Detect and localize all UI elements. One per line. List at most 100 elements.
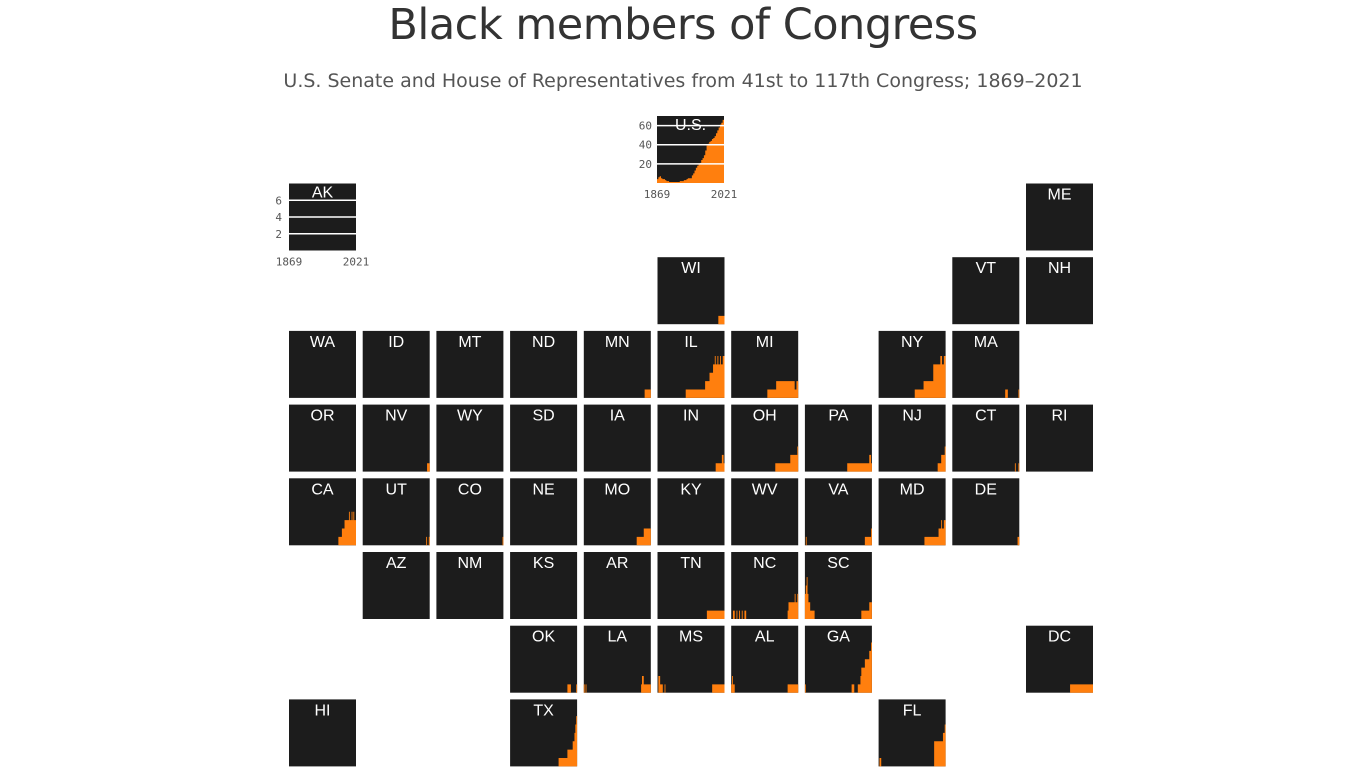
ne-tile-background <box>510 478 578 546</box>
mo-tile-background <box>583 478 651 546</box>
ga-tile-label: GA <box>827 629 850 646</box>
il-tile-label: IL <box>684 334 697 351</box>
state-tile-ca: CA <box>289 478 356 546</box>
co-tile-label: CO <box>458 481 482 498</box>
state-tile-nd: ND <box>510 330 578 398</box>
state-tile-wi: WI <box>657 257 725 325</box>
us-ytick-label: 60 <box>639 120 652 133</box>
in-area-series <box>657 454 725 472</box>
oh-tile-label: OH <box>753 408 777 425</box>
vt-tile-background <box>952 257 1020 325</box>
state-tile-tx: TX <box>510 699 578 767</box>
wv-tile-label: WV <box>752 481 778 498</box>
us-tile-label: U.S. <box>675 117 706 134</box>
al-area-series <box>731 675 799 693</box>
state-tile-ma: MA <box>952 330 1020 398</box>
state-tile-ut: UT <box>362 478 430 546</box>
md-tile-background <box>878 478 946 546</box>
sd-tile-background <box>510 404 578 472</box>
state-tile-nv: NV <box>362 404 430 472</box>
nv-tile-label: NV <box>385 408 408 425</box>
ak-ytick-label: 4 <box>275 211 282 224</box>
ms-tile-background <box>657 625 725 693</box>
state-tile-me: ME <box>1026 183 1093 251</box>
la-area-series <box>583 675 651 693</box>
oh-tile-background <box>731 404 799 472</box>
ca-area-series <box>289 511 356 546</box>
state-tile-ny: NY <box>878 330 946 398</box>
dc-tile-label: DC <box>1048 629 1071 646</box>
pa-tile-label: PA <box>828 408 848 425</box>
mn-tile-label: MN <box>605 334 630 351</box>
dc-tile-background <box>1026 625 1093 693</box>
ak-ytick-label: 2 <box>275 228 282 241</box>
ct-tile-background <box>952 404 1020 472</box>
al-tile-label: AL <box>755 629 775 646</box>
ky-tile-label: KY <box>680 481 702 498</box>
me-tile-label: ME <box>1048 187 1072 204</box>
ri-tile-background <box>1026 404 1093 472</box>
ia-tile-background <box>583 404 651 472</box>
nd-tile-background <box>510 330 578 398</box>
nm-tile-background <box>436 552 504 619</box>
state-tile-az: AZ <box>362 552 430 619</box>
ca-tile-label: CA <box>311 481 334 498</box>
state-tile-pa: PA <box>804 404 872 472</box>
ak-ytick-label: 6 <box>275 194 282 207</box>
ne-tile-label: NE <box>532 481 554 498</box>
tx-area-series <box>510 716 578 767</box>
wi-tile-background <box>657 257 725 325</box>
chart-title: Black members of Congress <box>388 0 978 50</box>
dc-area-series <box>1026 684 1093 693</box>
id-tile-background <box>362 330 430 398</box>
tx-tile-label: TX <box>533 702 554 719</box>
wy-tile-background <box>436 404 504 472</box>
ma-tile-label: MA <box>974 334 998 351</box>
us-ytick-label: 40 <box>639 139 652 152</box>
wa-tile-background <box>289 330 356 398</box>
state-tile-ok: OK <box>510 625 578 693</box>
va-area-series <box>804 528 872 546</box>
nj-tile-label: NJ <box>902 408 922 425</box>
me-tile-background <box>1026 183 1093 251</box>
md-area-series <box>878 520 946 546</box>
sd-tile-label: SD <box>532 408 554 425</box>
wy-tile-label: WY <box>457 408 483 425</box>
state-tile-ga: GA <box>804 625 872 693</box>
state-tile-mt: MT <box>436 330 504 398</box>
ak-xtick-label-start: 1869 <box>276 256 303 269</box>
mt-tile-background <box>436 330 504 398</box>
state-tile-ak: 2 4 6 AK 1869 2021 <box>275 183 370 269</box>
state-tile-ar: AR <box>583 552 651 619</box>
nm-tile-label: NM <box>457 555 482 572</box>
state-tile-la: LA <box>583 625 651 693</box>
md-tile-label: MD <box>900 481 925 498</box>
ma-tile-background <box>952 330 1020 398</box>
state-tile-id: ID <box>362 330 430 398</box>
mt-tile-label: MT <box>458 334 481 351</box>
state-tile-wy: WY <box>436 404 504 472</box>
co-tile-background <box>436 478 504 546</box>
fl-area-series <box>878 724 946 767</box>
state-tile-wa: WA <box>289 330 356 398</box>
nh-tile-background <box>1026 257 1093 325</box>
ok-area-series <box>510 684 578 693</box>
state-tile-wv: WV <box>731 478 799 546</box>
mi-area-series <box>731 381 799 398</box>
ok-tile-label: OK <box>532 629 555 646</box>
ak-tile-label: AK <box>312 185 334 202</box>
oh-area-series <box>731 446 799 472</box>
hi-tile-label: HI <box>315 702 331 719</box>
state-tile-nj: NJ <box>878 404 946 472</box>
hi-tile-background <box>289 699 356 767</box>
ny-area-series <box>878 356 946 398</box>
fl-tile-label: FL <box>903 702 922 719</box>
state-tile-ia: IA <box>583 404 651 472</box>
us-xtick-label-end: 2021 <box>711 188 738 201</box>
ak-xtick-label-end: 2021 <box>343 256 370 269</box>
il-area-series <box>657 356 725 398</box>
ut-tile-label: UT <box>386 481 408 498</box>
ky-tile-background <box>657 478 725 546</box>
ny-tile-label: NY <box>901 334 924 351</box>
state-tile-de: DE <box>952 478 1020 546</box>
